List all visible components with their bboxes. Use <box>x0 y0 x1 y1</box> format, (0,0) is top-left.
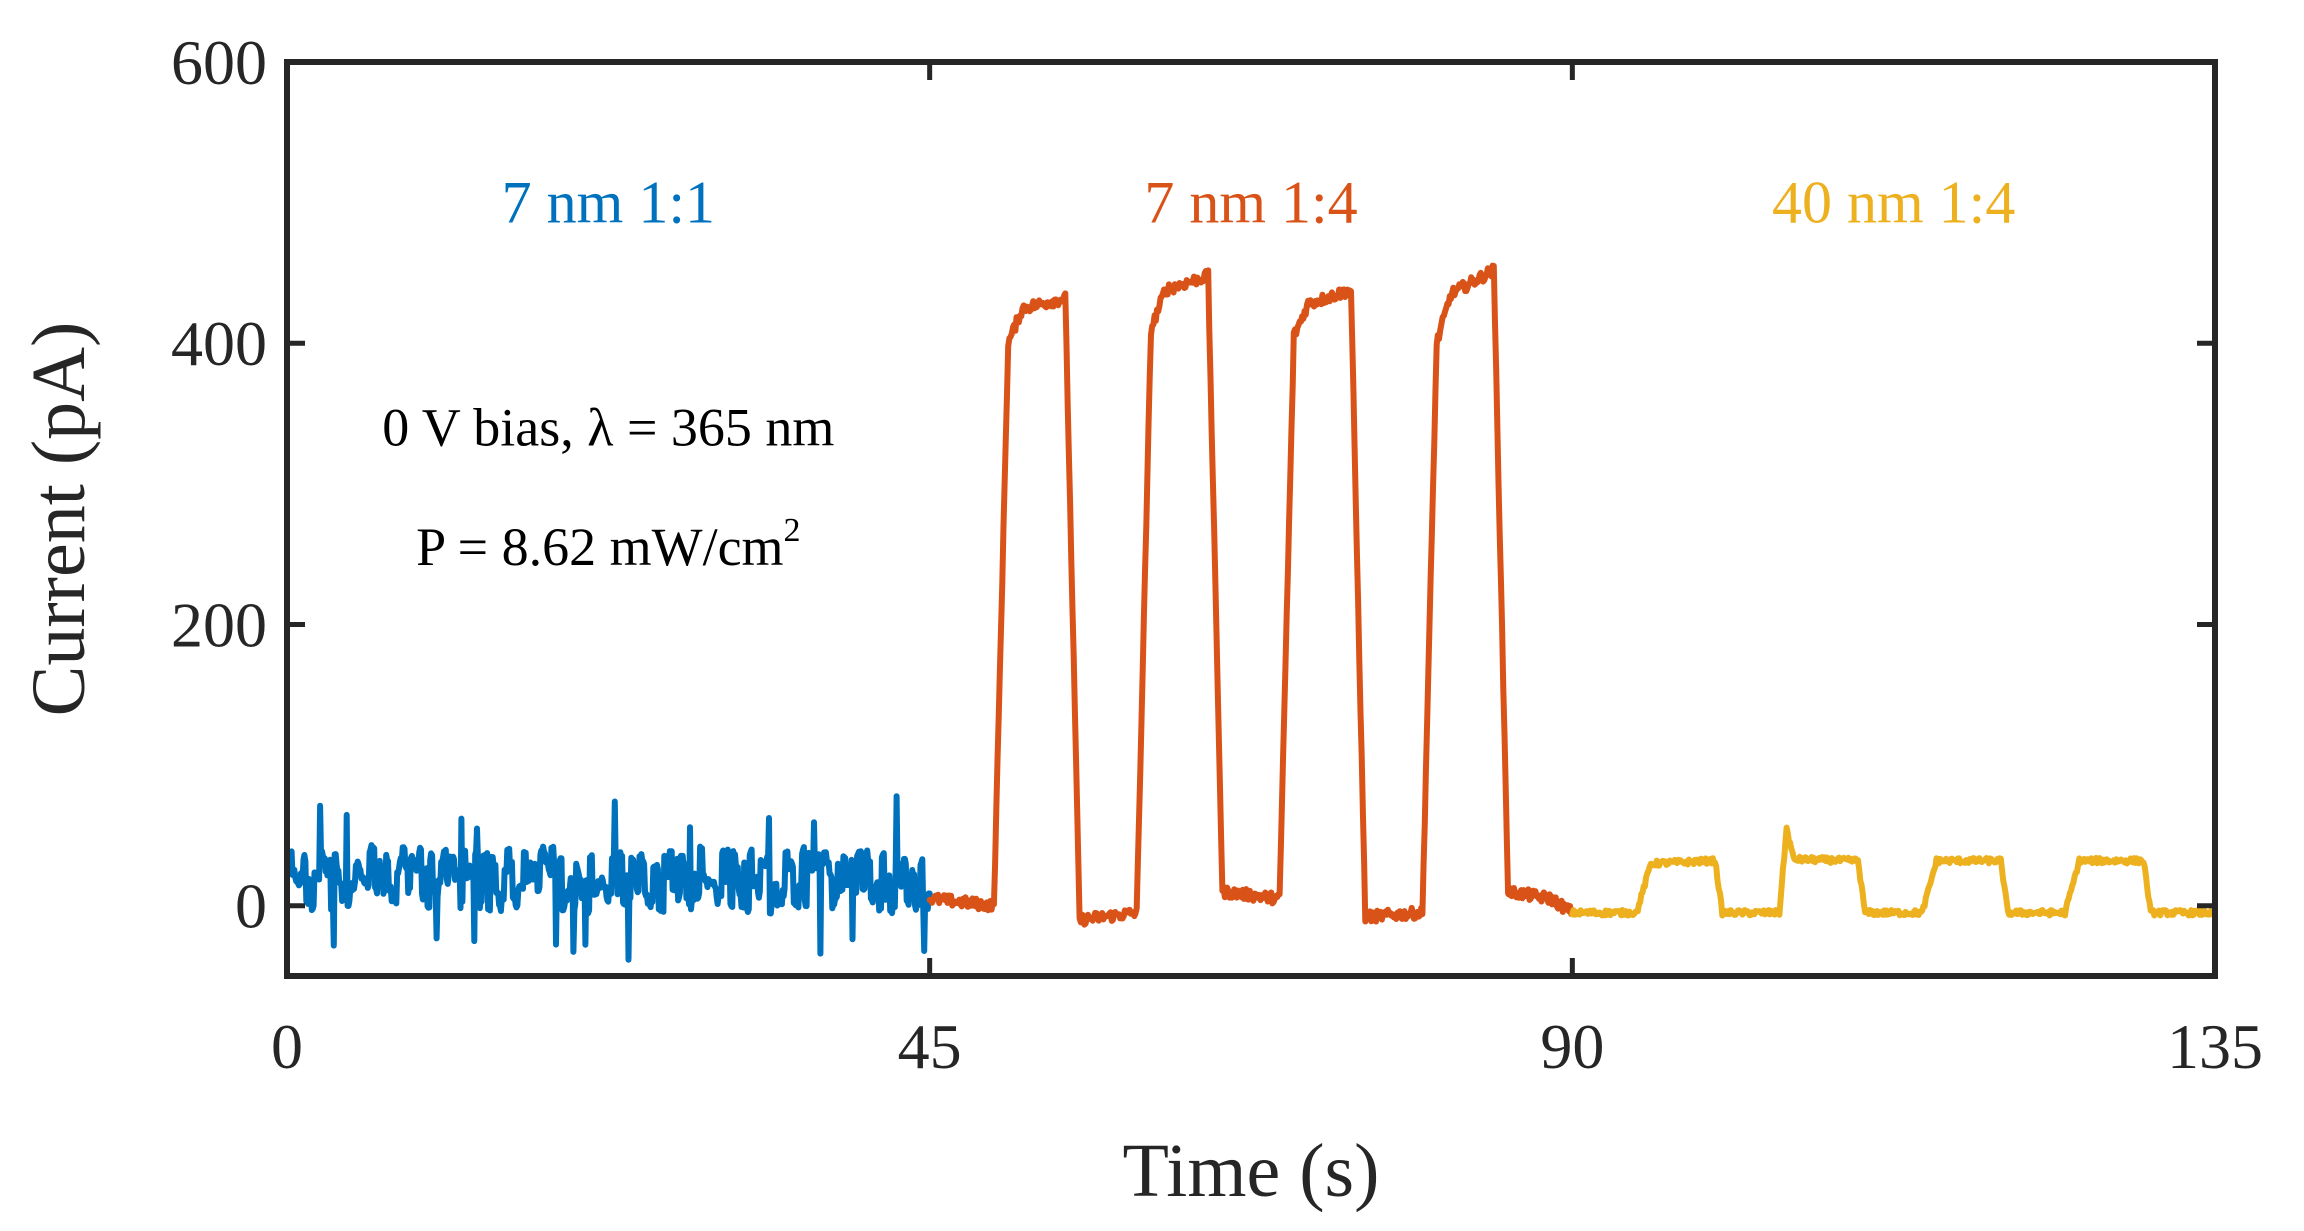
series-label-40nm-1-4: 40 nm 1:4 <box>1772 170 2015 236</box>
y-tick-label-1: 200 <box>171 589 267 660</box>
x-tick-label-0: 0 <box>271 1011 303 1082</box>
x-tick-label-1: 45 <box>898 1011 962 1082</box>
plot-frame <box>284 59 2218 979</box>
annotation-power-exponent: 2 <box>784 512 801 549</box>
x-tick-label-3: 135 <box>2167 1011 2263 1082</box>
series-line-0 <box>284 793 933 963</box>
y-axis-title: Current (pA) <box>17 322 101 717</box>
series-layer <box>284 262 2218 963</box>
x-axis-title: Time (s) <box>1123 1129 1380 1213</box>
series-line-1 <box>926 262 1576 928</box>
series-label-7nm-1-1: 7 nm 1:1 <box>502 170 715 236</box>
annotation-power-base: P = 8.62 mW/cm <box>416 517 783 577</box>
series-line-2 <box>1569 824 2218 919</box>
annotation-bias-wavelength: 0 V bias, λ = 365 nm <box>382 398 834 458</box>
series-label-7nm-1-4: 7 nm 1:4 <box>1144 170 1357 236</box>
y-tick-label-0: 0 <box>235 871 267 942</box>
y-tick-label-2: 400 <box>171 308 267 379</box>
annotation-power-density: P = 8.62 mW/cm2 <box>416 512 800 577</box>
y-tick-label-3: 600 <box>171 27 267 98</box>
tick-labels: 0 45 90 135 0 200 400 600 <box>171 27 2263 1082</box>
x-tick-label-2: 90 <box>1540 1011 1604 1082</box>
